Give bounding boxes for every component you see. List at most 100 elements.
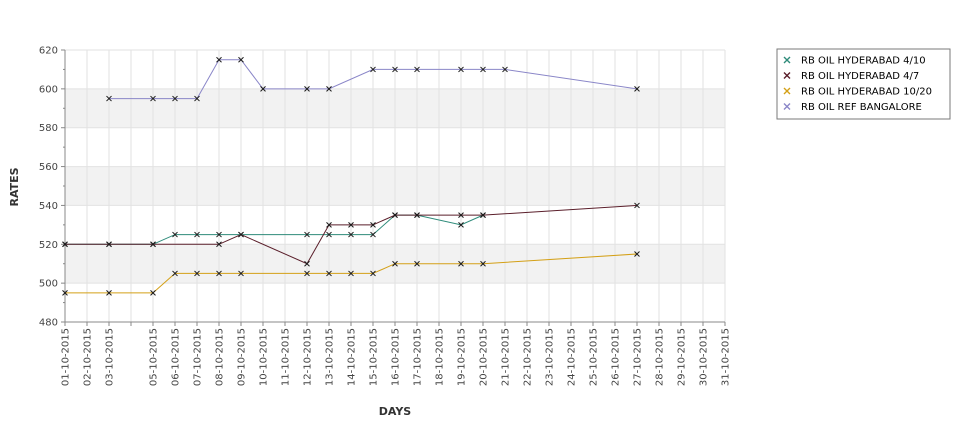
y-tick-label: 500 (39, 279, 58, 290)
data-point-marker (348, 222, 354, 228)
x-tick-label: 12-10-2015 (303, 328, 314, 386)
data-point-marker (304, 260, 310, 267)
data-point-marker (370, 270, 376, 277)
data-point-marker (106, 241, 112, 248)
x-tick-label: 31-10-2015 (721, 328, 732, 386)
x-tick-label: 16-10-2015 (391, 328, 402, 386)
y-tick-label: 580 (39, 123, 58, 134)
data-point-marker (414, 260, 420, 267)
data-point-marker (392, 66, 398, 73)
series-line (65, 253, 638, 294)
x-tick-label: 08-10-2015 (215, 328, 226, 386)
y-tick-label: 560 (39, 162, 58, 173)
y-tick-label: 600 (39, 84, 58, 95)
data-point-marker (260, 86, 266, 92)
data-point-marker (194, 231, 200, 238)
data-point-marker (172, 95, 178, 102)
legend-marker-icon (783, 72, 791, 79)
data-point-marker (172, 270, 178, 277)
legend-entry-label: RB OIL HYDERABAD 4/10 (801, 56, 926, 67)
x-tick-label: 02-10-2015 (83, 328, 94, 386)
data-point-marker (458, 222, 464, 228)
data-point-marker (326, 270, 332, 277)
data-point-marker (326, 86, 332, 92)
x-tick-label: 18-10-2015 (435, 328, 446, 386)
y-tick-label: 520 (39, 240, 58, 251)
series-line (109, 59, 638, 100)
x-tick-label: 29-10-2015 (677, 328, 688, 386)
data-point-marker (458, 66, 464, 73)
data-point-marker (634, 86, 640, 92)
x-tick-label: 01-10-2015 (61, 328, 72, 386)
x-tick-label: 06-10-2015 (171, 328, 182, 386)
legend-entry-label: RB OIL HYDERABAD 10/20 (801, 87, 932, 98)
x-tick-labels: 01-10-2015 02-10-2015 03-10-2015 05-10-2015… (61, 328, 732, 386)
data-point-marker (304, 270, 310, 277)
data-point-marker (172, 231, 178, 238)
data-point-marker (106, 290, 112, 296)
data-point-marker (392, 260, 398, 267)
data-point-marker (348, 270, 354, 277)
x-tick-label: 27-10-2015 (633, 328, 644, 386)
x-tick-label: 10-10-2015 (259, 328, 270, 386)
data-point-marker (216, 270, 222, 277)
legend-entry-label: RB OIL HYDERABAD 4/7 (801, 71, 919, 82)
data-point-marker (634, 251, 640, 257)
x-tick-label: 26-10-2015 (611, 328, 622, 386)
legend-box (776, 48, 951, 120)
x-tick-label: 30-10-2015 (699, 328, 710, 386)
legend-entry-label: RB OIL REF BANGALORE (801, 102, 922, 113)
x-tick-label: 28-10-2015 (655, 328, 666, 386)
data-point-marker (370, 231, 376, 238)
data-point-marker (216, 56, 222, 63)
data-point-marker (238, 231, 244, 238)
data-point-marker (480, 66, 486, 73)
axes (61, 49, 726, 326)
data-point-marker (238, 270, 244, 277)
x-tick-label: 23-10-2015 (545, 328, 556, 386)
x-tick-label: 15-10-2015 (369, 328, 380, 386)
legend-marker-icon (783, 103, 791, 110)
x-tick-label: 22-10-2015 (523, 328, 534, 386)
data-point-marker (634, 202, 640, 209)
data-point-marker (194, 270, 200, 277)
data-point-marker (458, 212, 464, 218)
x-axis-label: DAYS (379, 405, 412, 418)
x-tick-label: 14-10-2015 (347, 328, 358, 386)
data-point-marker (370, 66, 376, 73)
x-tick-label: 21-10-2015 (501, 328, 512, 386)
x-tick-label: 11-10-2015 (281, 328, 292, 386)
x-tick-label: 17-10-2015 (413, 328, 424, 386)
data-point-marker (62, 241, 68, 248)
series-line (65, 204, 638, 265)
x-tick-label: 25-10-2015 (589, 328, 600, 386)
data-point-marker (62, 290, 68, 296)
grid-lines (64, 49, 726, 323)
data-point-marker (458, 260, 464, 267)
data-point-marker (326, 231, 332, 238)
series-lines (62, 56, 640, 296)
data-point-marker (238, 56, 244, 63)
data-point-marker (150, 290, 156, 296)
x-tick-label: 05-10-2015 (149, 328, 160, 386)
data-point-marker (326, 222, 332, 228)
y-tick-label: 480 (39, 318, 58, 329)
y-tick-labels: 480 500 520 540 560 580 600 620 (39, 46, 58, 329)
x-tick-label: 24-10-2015 (567, 328, 578, 386)
data-point-marker (216, 241, 222, 248)
data-point-marker (502, 66, 508, 73)
y-axis-label: RATES (8, 167, 21, 206)
data-point-marker (304, 231, 310, 238)
legend-marker-icon (783, 56, 791, 64)
x-tick-label: 09-10-2015 (237, 328, 248, 386)
x-tick-label: 20-10-2015 (479, 328, 490, 386)
y-tick-label: 620 (39, 46, 58, 57)
data-point-marker (480, 260, 486, 267)
data-point-marker (150, 95, 156, 102)
data-point-marker (392, 212, 398, 218)
data-point-marker (304, 86, 310, 92)
data-point-marker (370, 222, 376, 228)
y-tick-label: 540 (39, 201, 58, 212)
data-point-marker (194, 95, 200, 102)
